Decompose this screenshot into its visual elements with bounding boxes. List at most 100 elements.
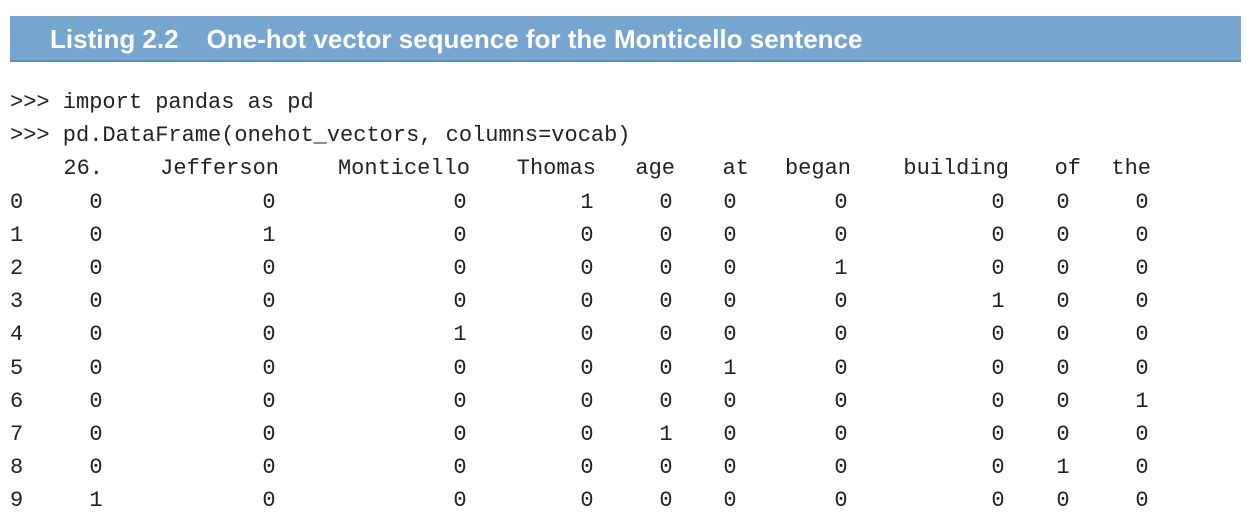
table-cell: 0 — [580, 487, 594, 513]
table-cell: 0 — [991, 223, 1005, 249]
table-cell: 0 — [723, 487, 737, 513]
table-cell: 0 — [580, 355, 594, 381]
listing-number: Listing 2.2 — [50, 24, 179, 54]
table-cell: 0 — [453, 388, 467, 414]
table-cell: 1 — [834, 256, 848, 282]
table-cell: 1 — [580, 190, 594, 215]
table-cell: 0 — [659, 256, 673, 282]
table-cell: 0 — [991, 487, 1005, 513]
table-cell: 1 — [262, 223, 276, 249]
table-cell: 1 — [1135, 388, 1149, 414]
table-cell: 0 — [1056, 487, 1070, 513]
table-cell: 0 — [1056, 289, 1070, 315]
listing-heading: Listing 2.2 One-hot vector sequence for t… — [50, 23, 862, 55]
column-header: Jefferson — [160, 156, 279, 181]
table-cell: 0 — [580, 289, 594, 315]
table-cell: 0 — [659, 454, 673, 480]
table-cell: 0 — [1135, 421, 1149, 447]
table-cell: 0 — [1135, 454, 1149, 480]
table-cell: 0 — [1056, 421, 1070, 447]
table-cell: 0 — [580, 388, 594, 414]
table-cell: 0 — [89, 190, 103, 215]
table-cell: 0 — [1135, 256, 1149, 282]
row-index: 6 — [10, 388, 24, 414]
table-cell: 0 — [1056, 355, 1070, 381]
table-cell: 0 — [659, 190, 673, 215]
table-cell: 0 — [262, 289, 276, 315]
table-cell: 0 — [723, 421, 737, 447]
table-cell: 0 — [1135, 289, 1149, 315]
table-cell: 0 — [659, 223, 673, 249]
table-cell: 1 — [723, 355, 737, 381]
table-cell: 0 — [89, 355, 103, 381]
table-cell: 0 — [262, 355, 276, 381]
table-cell: 1 — [991, 289, 1005, 315]
table-cell: 0 — [89, 388, 103, 414]
table-cell: 0 — [834, 190, 848, 215]
table-cell: 0 — [1056, 190, 1070, 215]
table-cell: 0 — [453, 487, 467, 513]
code-line-import: >>> import pandas as pd — [10, 90, 314, 115]
table-cell: 0 — [834, 421, 848, 447]
table-cell: 0 — [453, 289, 467, 315]
table-cell: 0 — [89, 289, 103, 315]
column-header: of — [1054, 156, 1081, 181]
row-index: 1 — [10, 223, 24, 249]
table-cell: 0 — [453, 421, 467, 447]
table-cell: 0 — [262, 454, 276, 480]
column-header: Thomas — [516, 156, 596, 181]
table-cell: 0 — [834, 223, 848, 249]
table-cell: 0 — [723, 256, 737, 282]
table-cell: 0 — [659, 487, 673, 513]
column-header: Monticello — [337, 156, 470, 181]
table-cell: 0 — [834, 322, 848, 348]
table-cell: 0 — [991, 355, 1005, 381]
table-cell: 0 — [991, 388, 1005, 414]
table-cell: 0 — [453, 355, 467, 381]
table-cell: 0 — [659, 388, 673, 414]
table-cell: 1 — [659, 421, 673, 447]
table-cell: 0 — [659, 322, 673, 348]
table-cell: 1 — [1056, 454, 1070, 480]
table-cell: 0 — [723, 322, 737, 348]
table-cell: 0 — [262, 421, 276, 447]
row-index: 4 — [10, 322, 24, 348]
table-cell: 0 — [89, 421, 103, 447]
table-cell: 0 — [834, 487, 848, 513]
table-cell: 0 — [453, 223, 467, 249]
table-cell: 0 — [1135, 223, 1149, 249]
table-cell: 0 — [89, 223, 103, 249]
listing-banner: Listing 2.2 One-hot vector sequence for t… — [10, 16, 1241, 62]
row-index: 7 — [10, 421, 24, 447]
row-index: 0 — [10, 190, 24, 215]
table-cell: 0 — [991, 256, 1005, 282]
table-cell: 0 — [834, 454, 848, 480]
table-cell: 0 — [580, 223, 594, 249]
table-cell: 0 — [1056, 256, 1070, 282]
table-cell: 0 — [659, 289, 673, 315]
table-cell: 0 — [1135, 355, 1149, 381]
table-cell: 0 — [580, 454, 594, 480]
table-cell: 0 — [723, 190, 737, 215]
row-index: 8 — [10, 454, 24, 480]
row-index: 2 — [10, 256, 24, 282]
table-cell: 0 — [1056, 388, 1070, 414]
table-cell: 0 — [834, 388, 848, 414]
table-cell: 1 — [453, 322, 467, 348]
table-cell: 1 — [89, 487, 103, 513]
row-index: 9 — [10, 487, 24, 513]
table-cell: 0 — [453, 190, 467, 215]
table-cell: 0 — [1056, 322, 1070, 348]
table-cell: 0 — [89, 256, 103, 282]
column-header: began — [784, 156, 851, 181]
table-cell: 0 — [834, 289, 848, 315]
table-cell: 0 — [723, 454, 737, 480]
table-cell: 0 — [262, 322, 276, 348]
table-cell: 0 — [991, 190, 1005, 215]
table-cell: 0 — [659, 355, 673, 381]
table-cell: 0 — [723, 289, 737, 315]
column-header: at — [722, 156, 749, 181]
table-cell: 0 — [262, 256, 276, 282]
table-cell: 0 — [991, 322, 1005, 348]
